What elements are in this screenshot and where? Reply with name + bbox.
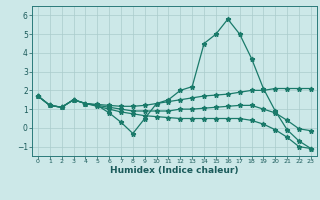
X-axis label: Humidex (Indice chaleur): Humidex (Indice chaleur) <box>110 166 239 175</box>
